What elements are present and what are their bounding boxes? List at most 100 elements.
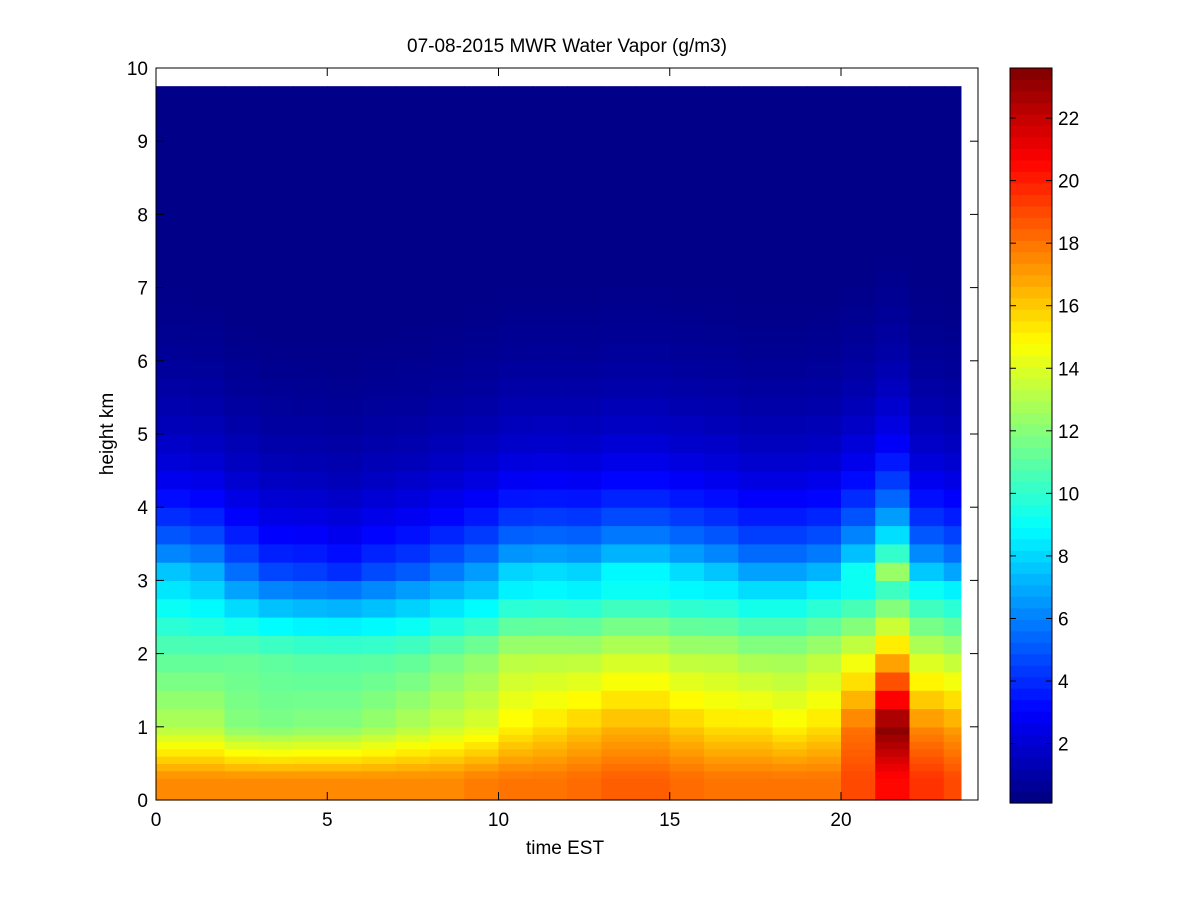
heatmap-cell: [875, 748, 911, 757]
heatmap-cell: [224, 671, 260, 691]
heatmap-cell: [841, 726, 876, 735]
heatmap-cell: [875, 734, 911, 743]
heatmap-cell: [156, 470, 191, 490]
heatmap-cell: [498, 86, 534, 87]
heatmap-cell: [395, 562, 431, 581]
heatmap-cell: [806, 635, 842, 655]
heatmap-cell: [464, 305, 500, 325]
heatmap-cell: [532, 269, 568, 289]
heatmap-cell: [738, 488, 774, 508]
heatmap-cell: [738, 792, 774, 801]
heatmap-cell: [704, 415, 739, 435]
heatmap-cell: [258, 635, 294, 655]
heatmap-cell: [395, 763, 431, 772]
heatmap-cell: [841, 562, 876, 581]
heatmap-cell: [293, 507, 328, 527]
heatmap-cell: [772, 507, 808, 527]
heatmap-cell: [841, 214, 876, 234]
heatmap-cell: [190, 415, 226, 435]
heatmap-cell: [361, 104, 397, 124]
heatmap-cell: [772, 251, 808, 270]
heatmap-cell: [464, 415, 500, 435]
heatmap-cell: [430, 778, 465, 786]
heatmap-cell: [567, 507, 602, 527]
heatmap-cell: [635, 470, 671, 490]
heatmap-cell: [738, 214, 774, 234]
heatmap-cell: [224, 617, 260, 636]
heatmap-cell: [772, 748, 808, 757]
heatmap-cell: [669, 770, 705, 779]
heatmap-cell: [293, 756, 328, 764]
heatmap-cell: [841, 488, 876, 508]
heatmap-cell: [532, 287, 568, 307]
heatmap-cell: [772, 708, 808, 728]
heatmap-cell: [909, 415, 945, 435]
heatmap-cell: [943, 452, 962, 472]
heatmap-cell: [943, 214, 962, 234]
heatmap-cell: [601, 617, 637, 636]
colorbar-swatch: [1010, 780, 1052, 793]
heatmap-cell: [567, 748, 602, 757]
heatmap-cell: [156, 251, 191, 270]
heatmap-cell: [909, 397, 945, 417]
heatmap-cell: [498, 543, 534, 563]
heatmap-cell: [464, 778, 500, 786]
heatmap-cell: [498, 617, 534, 636]
heatmap-cell: [943, 562, 962, 581]
heatmap-cell: [190, 741, 226, 750]
heatmap-cell: [567, 177, 602, 197]
heatmap-cell: [772, 792, 808, 801]
heatmap-cell: [190, 756, 226, 764]
heatmap-cell: [738, 690, 774, 710]
heatmap-cell: [909, 580, 945, 600]
heatmap-cell: [293, 269, 328, 289]
heatmap-cell: [738, 86, 774, 87]
heatmap-cell: [841, 525, 876, 545]
heatmap-cell: [395, 452, 431, 472]
heatmap-cell: [190, 397, 226, 417]
heatmap-cell: [875, 741, 911, 750]
heatmap-cell: [258, 287, 294, 307]
heatmap-cell: [943, 770, 962, 779]
heatmap-cell: [875, 141, 911, 161]
heatmap-cell: [909, 598, 945, 618]
heatmap-cell: [567, 196, 602, 215]
heatmap-cell: [635, 214, 671, 234]
heatmap-cell: [430, 214, 465, 234]
colorbar-swatch: [1010, 125, 1052, 138]
heatmap-cell: [327, 434, 363, 453]
heatmap-cell: [738, 770, 774, 779]
heatmap-cell: [430, 726, 465, 735]
heatmap-cell: [464, 86, 500, 87]
heatmap-cell: [258, 792, 294, 801]
heatmap-cell: [498, 415, 534, 435]
heatmap-cell: [532, 671, 568, 691]
heatmap-cell: [567, 741, 602, 750]
heatmap-cell: [875, 792, 911, 801]
heatmap-cell: [361, 452, 397, 472]
heatmap-cell: [430, 748, 465, 757]
heatmap-cell: [156, 379, 191, 398]
heatmap-cell: [669, 86, 705, 87]
heatmap-cell: [635, 86, 671, 87]
heatmap-cell: [532, 488, 568, 508]
heatmap-cell: [909, 342, 945, 362]
heatmap-cell: [806, 196, 842, 215]
heatmap-cell: [293, 785, 328, 794]
heatmap-cell: [772, 379, 808, 398]
heatmap-cell: [635, 763, 671, 772]
heatmap-cell: [258, 397, 294, 417]
heatmap-cell: [841, 159, 876, 179]
heatmap-cell: [567, 232, 602, 252]
heatmap-cell: [190, 177, 226, 197]
heatmap-cell: [498, 305, 534, 325]
heatmap-cell: [532, 379, 568, 398]
heatmap-cell: [669, 415, 705, 435]
heatmap-cell: [601, 635, 637, 655]
heatmap-cell: [669, 360, 705, 380]
heatmap-cell: [293, 159, 328, 179]
heatmap-cell: [293, 470, 328, 490]
colorbar-tick-label: 12: [1058, 422, 1079, 443]
heatmap-cell: [430, 86, 465, 106]
heatmap-cell: [361, 360, 397, 380]
